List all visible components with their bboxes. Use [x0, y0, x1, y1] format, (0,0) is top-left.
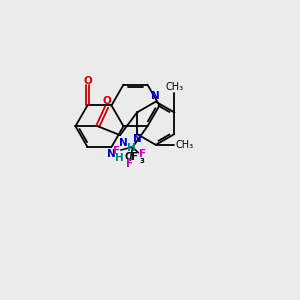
Text: H: H: [127, 142, 135, 153]
Text: CF: CF: [124, 152, 138, 162]
Text: 3: 3: [140, 158, 145, 164]
Text: N: N: [133, 134, 141, 144]
Text: H: H: [116, 153, 124, 163]
Text: N: N: [106, 149, 115, 159]
Text: F: F: [140, 148, 147, 159]
Text: N: N: [151, 91, 160, 101]
Text: F: F: [113, 146, 120, 156]
Text: N: N: [119, 138, 128, 148]
Text: O: O: [83, 76, 92, 85]
Text: O: O: [102, 96, 111, 106]
Text: CH₃: CH₃: [165, 82, 184, 92]
Text: F: F: [126, 159, 133, 169]
Text: CH₃: CH₃: [176, 140, 194, 150]
